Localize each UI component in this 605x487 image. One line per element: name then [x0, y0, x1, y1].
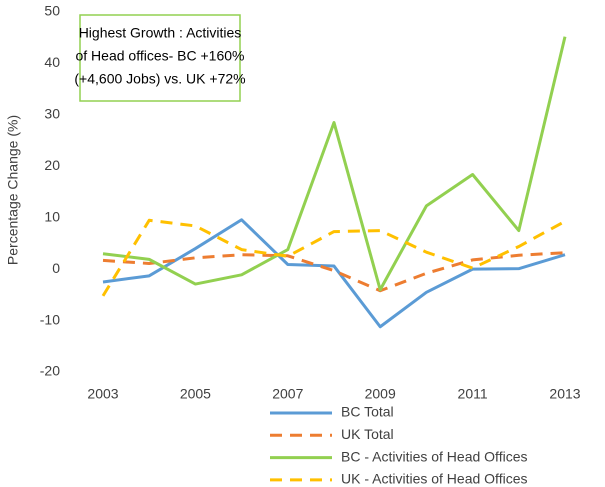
- y-tick-label: 40: [44, 54, 60, 70]
- annotation-line: Highest Growth : Activities: [79, 25, 242, 41]
- y-tick-label: 30: [44, 106, 60, 122]
- y-tick-label: -10: [40, 311, 60, 327]
- y-tick-label: 0: [52, 260, 60, 276]
- legend-label: BC - Activities of Head Offices: [341, 448, 527, 464]
- legend-label: UK - Activities of Head Offices: [341, 471, 527, 487]
- legend-label: UK Total: [341, 426, 394, 442]
- legend-label: BC Total: [341, 404, 394, 420]
- y-tick-label: 50: [44, 3, 60, 19]
- x-tick-label: 2005: [180, 386, 211, 402]
- y-tick-label: 10: [44, 208, 60, 224]
- x-tick-label: 2007: [272, 386, 303, 402]
- series-line: [102, 218, 566, 329]
- x-tick-label: 2009: [365, 386, 396, 402]
- annotation-line: of Head offices- BC +160%: [75, 48, 244, 64]
- y-tick-label: -20: [40, 363, 60, 379]
- y-tick-label: 20: [44, 157, 60, 173]
- annotation-box: [79, 14, 241, 102]
- series-line: [101, 218, 566, 297]
- annotation-line: (+4,600 Jobs) vs. UK +72%: [74, 71, 245, 87]
- x-tick-label: 2011: [458, 386, 488, 402]
- series-line: [102, 36, 567, 292]
- x-tick-label: 2003: [87, 386, 118, 402]
- x-tick-label: 2013: [549, 386, 580, 402]
- y-axis-label: Percentage Change (%): [5, 115, 21, 265]
